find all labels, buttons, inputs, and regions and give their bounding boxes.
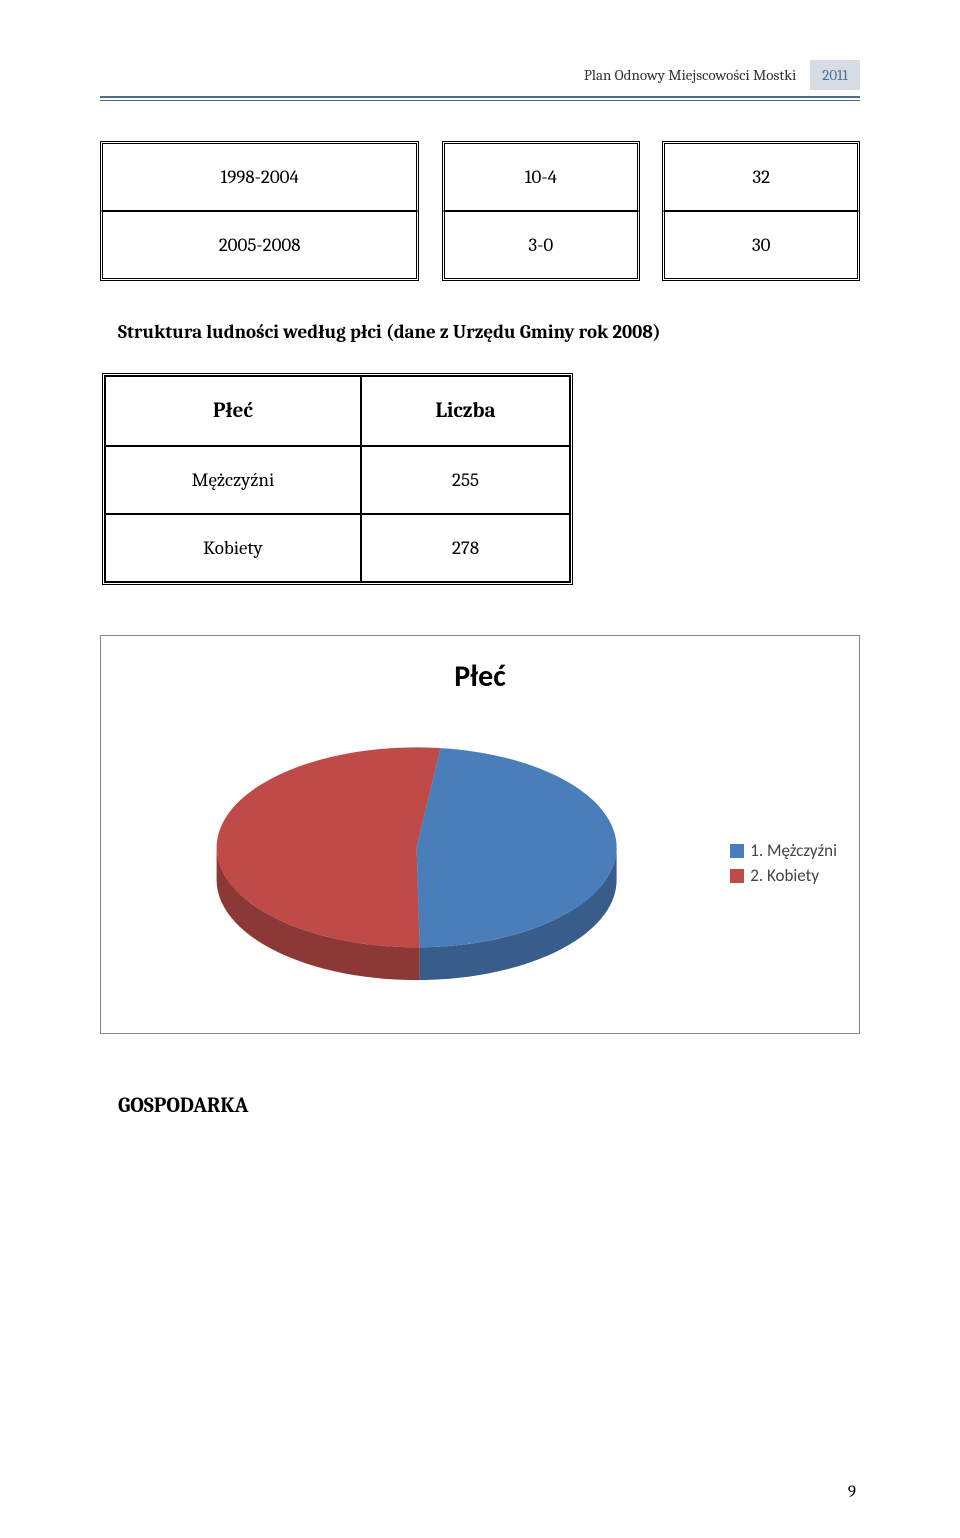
cell-count-a: 10-4 [442, 141, 640, 211]
header-rule-inner [100, 100, 860, 101]
table-row: Kobiety 278 [105, 514, 570, 582]
page-number: 9 [848, 1483, 856, 1502]
chart-legend: 1. Mężczyźni 2. Kobiety [730, 836, 847, 890]
gospodarka-heading: GOSPODARKA [118, 1094, 860, 1118]
gender-table: Płeć Liczba Mężczyźni 255 Kobiety 278 [102, 373, 573, 585]
table-row: 1998-2004 10-4 32 [100, 141, 860, 211]
table-row: 2005-2008 3-0 30 [100, 211, 860, 281]
chart-title: Płeć [113, 658, 847, 695]
cell-count-b: 30 [662, 211, 860, 281]
pie-chart [113, 711, 720, 1011]
cell-gender-value: 278 [361, 514, 570, 582]
cell-count-a: 3-0 [442, 211, 640, 281]
legend-label: 1. Mężczyźni [750, 840, 837, 861]
legend-swatch [730, 844, 744, 858]
col-header-liczba: Liczba [361, 376, 570, 446]
header-rule [100, 96, 860, 98]
header-title: Plan Odnowy Miejscowości Mostki [574, 60, 806, 90]
cell-year-range: 2005-2008 [100, 211, 419, 281]
legend-label: 2. Kobiety [750, 865, 819, 886]
cell-gender-value: 255 [361, 446, 570, 514]
page-header: Plan Odnowy Miejscowości Mostki 2011 [100, 60, 860, 90]
top-table: 1998-2004 10-4 32 2005-2008 3-0 30 [100, 141, 860, 281]
cell-gender-label: Mężczyźni [105, 446, 361, 514]
col-header-plec: Płeć [105, 376, 361, 446]
cell-year-range: 1998-2004 [100, 141, 419, 211]
table-header-row: Płeć Liczba [105, 376, 570, 446]
legend-item: 1. Mężczyźni [730, 840, 837, 861]
table-row: Mężczyźni 255 [105, 446, 570, 514]
cell-gender-label: Kobiety [105, 514, 361, 582]
pie-chart-container: Płeć 1. Mężczyźni 2. Kobiety [100, 635, 860, 1034]
legend-item: 2. Kobiety [730, 865, 837, 886]
structure-heading: Struktura ludności według płci (dane z U… [118, 321, 860, 343]
legend-swatch [730, 869, 744, 883]
cell-count-b: 32 [662, 141, 860, 211]
header-year: 2011 [810, 60, 860, 90]
